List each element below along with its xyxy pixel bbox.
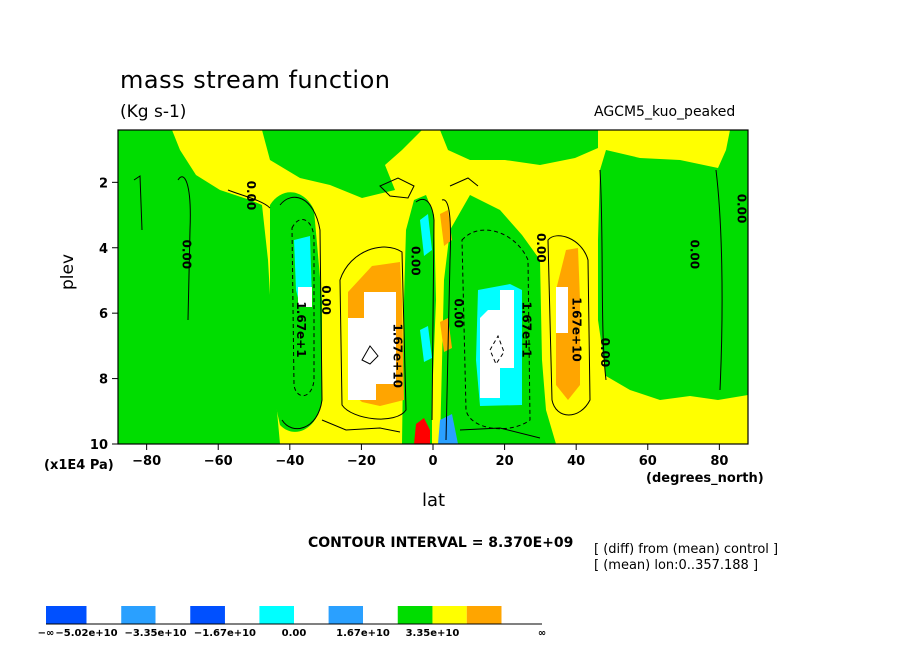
contour-label: 1.67e+10 — [570, 297, 584, 362]
x-axis-unit: (degrees_north) — [646, 471, 764, 486]
contour-region-green-top-north — [440, 130, 598, 165]
colorbar-swatch — [190, 606, 225, 624]
contour-line — [279, 196, 323, 430]
colorbar-swatch — [121, 606, 156, 624]
colorbar-swatch — [46, 606, 87, 624]
chart-units: (Kg s-1) — [120, 102, 187, 122]
colorbar-label: −1.67e+10 — [194, 628, 256, 639]
contour-region-green-top-south — [262, 130, 422, 198]
y-axis-unit: (x1E4 Pa) — [44, 458, 114, 473]
contour-line — [321, 419, 401, 433]
colorbar-swatch — [501, 606, 542, 624]
contour-fill — [118, 130, 748, 444]
contour-line — [461, 229, 531, 430]
x-tick-label: 20 — [496, 454, 514, 469]
colorbar-label: 1.67e+10 — [336, 628, 390, 639]
x-tick-label: 0 — [428, 454, 437, 469]
colorbar-label: −3.35e+10 — [124, 628, 186, 639]
contour-line — [227, 189, 271, 209]
colorbar-label: −∞ — [38, 628, 55, 639]
run-name: AGCM5_kuo_peaked — [594, 104, 736, 120]
colorbar-swatch — [294, 606, 329, 624]
contour-line — [339, 246, 407, 420]
contour-line — [489, 334, 505, 366]
colorbar-swatch — [259, 606, 294, 624]
contour-line — [361, 345, 379, 365]
contour-line — [459, 427, 541, 439]
x-axis-label: lat — [422, 490, 446, 511]
colorbar-swatch — [363, 606, 398, 624]
y-tick-label: 2 — [99, 176, 108, 191]
y-ticks: 2 4 6 8 10 — [90, 176, 118, 453]
contour-label: 1.67e+10 — [391, 323, 405, 388]
x-ticks: −80 −60 −40 −20 0 20 40 60 80 — [132, 444, 728, 469]
colorbar-label: ∞ — [538, 628, 546, 639]
y-tick-label: 4 — [99, 242, 108, 257]
colorbar-label: −5.02e+10 — [55, 628, 117, 639]
contour-line — [415, 198, 435, 421]
contour-region-green-equator-south — [402, 195, 436, 444]
contour-line — [547, 235, 591, 416]
contour-label: 0.00 — [319, 285, 333, 315]
contour-line — [379, 177, 415, 199]
contour-line — [441, 199, 451, 441]
colorbar-swatch — [155, 606, 191, 624]
contour-region-white-4 — [556, 287, 568, 333]
colorbar-swatch — [466, 606, 502, 624]
contour-label: 0.00 — [409, 246, 423, 276]
contour-label: 0.00 — [451, 298, 465, 328]
contour-labels: 0.00 0.00 1.67e+1 0.00 1.67e+10 0.00 0.00 1.67e… — [179, 181, 748, 388]
x-tick-label: 80 — [710, 454, 728, 469]
contour-label: 1.67e+1 — [519, 301, 533, 357]
contour-region-white-2 — [348, 292, 396, 400]
colorbar-swatch — [432, 606, 467, 624]
y-tick-label: 8 — [99, 373, 108, 388]
x-tick-label: 40 — [567, 454, 585, 469]
colorbar-label: 0.00 — [282, 628, 307, 639]
x-tick-label: 60 — [639, 454, 657, 469]
y-tick-label: 6 — [99, 307, 108, 322]
contour-region-cyan-eq — [420, 214, 432, 256]
chart-title: mass stream function — [120, 66, 391, 94]
colorbar-swatch — [397, 606, 433, 624]
contour-lines — [133, 169, 723, 441]
x-tick-label: −60 — [204, 454, 233, 469]
contour-line — [133, 175, 143, 231]
contour-region-white-1 — [298, 287, 312, 307]
contour-label: 0.00 — [598, 338, 612, 368]
contour-line — [715, 169, 723, 391]
colorbar-swatch — [224, 606, 260, 624]
contour-label: 0.00 — [734, 194, 748, 224]
contour-interval: CONTOUR INTERVAL = 8.370E+09 — [308, 535, 574, 551]
contour-region-green-south — [118, 130, 280, 444]
contour-label: 0.00 — [244, 181, 258, 211]
contour-region-cyan-eq2 — [420, 326, 432, 362]
contour-region-green-north — [598, 130, 748, 400]
x-tick-label: −40 — [275, 454, 304, 469]
contour-line — [599, 169, 607, 381]
colorbar-swatch — [328, 606, 364, 624]
contour-line — [449, 177, 479, 187]
contour-label: 1.67e+1 — [294, 301, 308, 357]
colorbar — [46, 606, 542, 625]
contour-line — [177, 176, 191, 321]
x-tick-label: −20 — [347, 454, 376, 469]
contour-region-orange-eq1 — [440, 210, 452, 246]
contour-region-white-3 — [480, 290, 514, 398]
y-tick-label: 10 — [90, 438, 108, 453]
contour-region-red — [414, 418, 430, 444]
contour-label: 0.00 — [534, 233, 548, 263]
note-mean: [ (mean) lon:0..357.188 ] — [594, 558, 759, 573]
x-tick-label: −80 — [132, 454, 161, 469]
note-diff: [ (diff) from (mean) control ] — [594, 542, 779, 557]
contour-label: 0.00 — [688, 239, 702, 269]
contour-region-blue — [438, 414, 458, 444]
colorbar-swatch — [86, 606, 122, 624]
colorbar-labels: −∞ −5.02e+10 −3.35e+10 −1.67e+10 0.00 1.67e+1… — [38, 628, 547, 639]
contour-label: 0.00 — [179, 239, 193, 269]
colorbar-label: 3.35e+10 — [406, 628, 460, 639]
